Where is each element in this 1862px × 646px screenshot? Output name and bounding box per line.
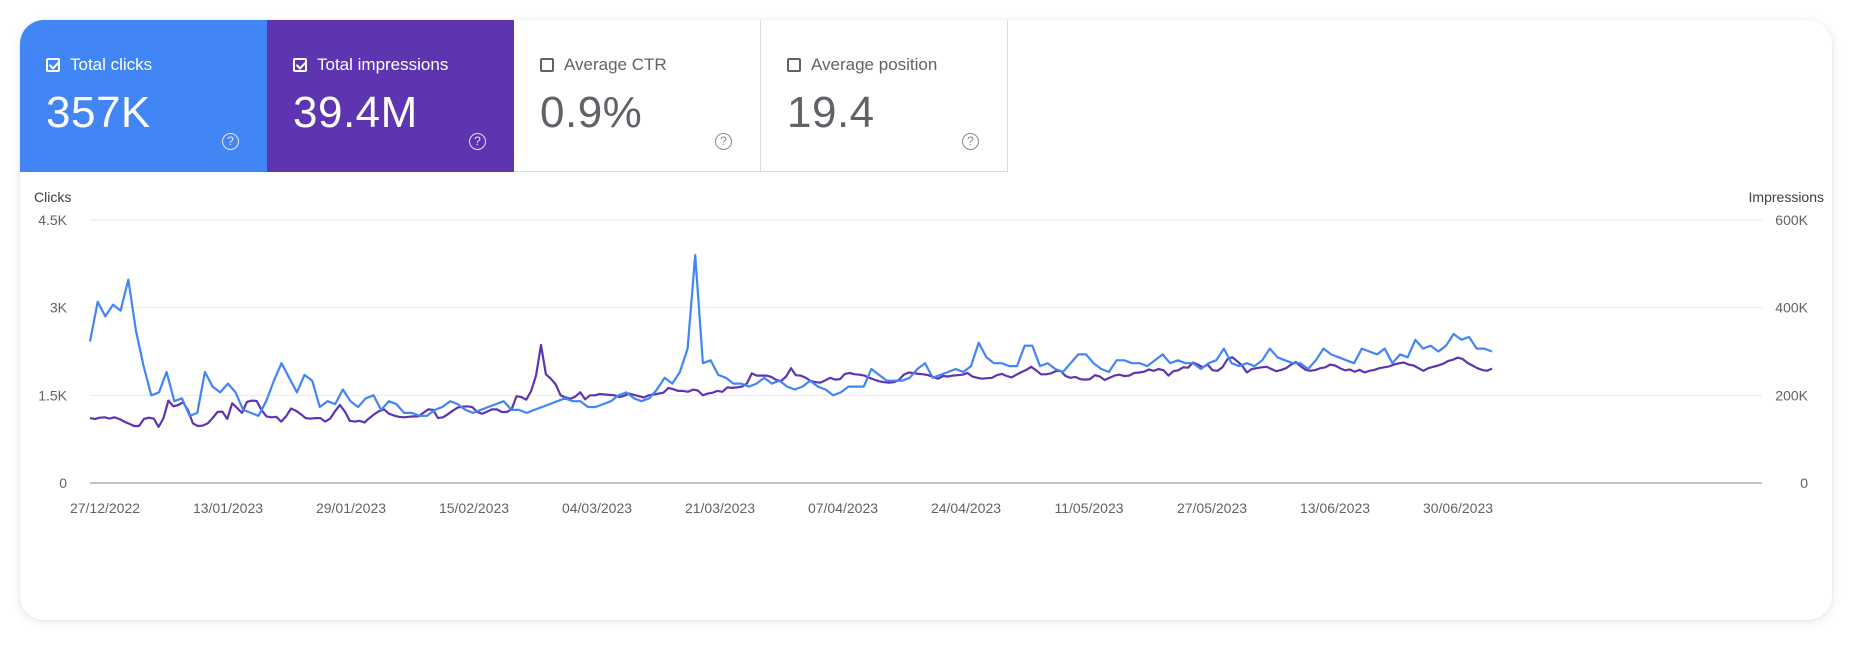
metric-label: Total clicks (70, 55, 153, 74)
left-tick-label: 0 (59, 475, 67, 491)
x-tick-label: 27/05/2023 (1177, 500, 1247, 516)
metric-label: Average position (811, 55, 938, 74)
left-tick-label: 3K (50, 300, 68, 316)
clicks-series-line (88, 254, 1493, 417)
metric-label: Average CTR (564, 55, 667, 74)
metric-value: 19.4 (787, 88, 875, 137)
checkbox-checked-icon[interactable] (46, 58, 60, 72)
left-tick-label: 4.5K (38, 212, 67, 228)
metric-label: Total impressions (317, 55, 449, 74)
x-tick-label: 13/06/2023 (1300, 500, 1370, 516)
x-tick-label: 13/01/2023 (193, 500, 263, 516)
metric-average-ctr[interactable]: Average CTR 0.9% ? (514, 20, 761, 172)
x-tick-label: 30/06/2023 (1423, 500, 1493, 516)
right-tick-label: 200K (1775, 387, 1808, 403)
x-tick-label: 15/02/2023 (439, 500, 509, 516)
impressions-series-line (89, 343, 1493, 428)
x-tick-label: 24/04/2023 (931, 500, 1001, 516)
x-tick-label: 29/01/2023 (316, 500, 386, 516)
x-tick-label: 27/12/2022 (70, 500, 140, 516)
metric-average-position[interactable]: Average position 19.4 ? (761, 20, 1008, 172)
x-tick-label: 04/03/2023 (562, 500, 632, 516)
y-axis-labels: 0 0 1.5K 200K 3K 400K 4.5K 600K (38, 212, 1808, 491)
left-axis-title: Clicks (34, 189, 71, 205)
right-tick-label: 0 (1800, 475, 1808, 491)
left-tick-label: 1.5K (38, 387, 67, 403)
checkbox-unchecked-icon[interactable] (540, 58, 554, 72)
x-axis-labels: 27/12/2022 13/01/2023 29/01/2023 15/02/2023… (70, 500, 1493, 516)
checkbox-unchecked-icon[interactable] (787, 58, 801, 72)
series-lines[interactable] (88, 254, 1493, 428)
help-icon[interactable]: ? (469, 133, 486, 150)
right-tick-label: 600K (1775, 212, 1808, 228)
x-tick-label: 21/03/2023 (685, 500, 755, 516)
metric-value: 357K (46, 88, 151, 137)
performance-chart: Clicks Impressions 0 0 1.5K 200K 3K 400K 4.5K 6… (20, 172, 1832, 620)
metric-value: 39.4M (293, 88, 418, 137)
metric-value: 0.9% (540, 88, 643, 137)
right-axis-title: Impressions (1749, 189, 1824, 205)
gridlines (90, 219, 1762, 484)
help-icon[interactable]: ? (222, 133, 239, 150)
line-chart: Clicks Impressions 0 0 1.5K 200K 3K 400K 4.5K 6… (34, 189, 1824, 516)
x-tick-label: 07/04/2023 (808, 500, 878, 516)
right-tick-label: 400K (1775, 300, 1808, 316)
help-icon[interactable]: ? (715, 133, 732, 150)
x-tick-label: 11/05/2023 (1054, 500, 1123, 516)
metric-tabs: Total clicks 357K ? Total impressions 39… (20, 20, 1008, 172)
help-icon[interactable]: ? (962, 133, 979, 150)
metric-total-impressions[interactable]: Total impressions 39.4M ? (267, 20, 514, 172)
performance-card: Total clicks 357K ? Total impressions 39… (20, 20, 1832, 620)
metric-total-clicks[interactable]: Total clicks 357K ? (20, 20, 267, 172)
checkbox-checked-icon[interactable] (293, 58, 307, 72)
